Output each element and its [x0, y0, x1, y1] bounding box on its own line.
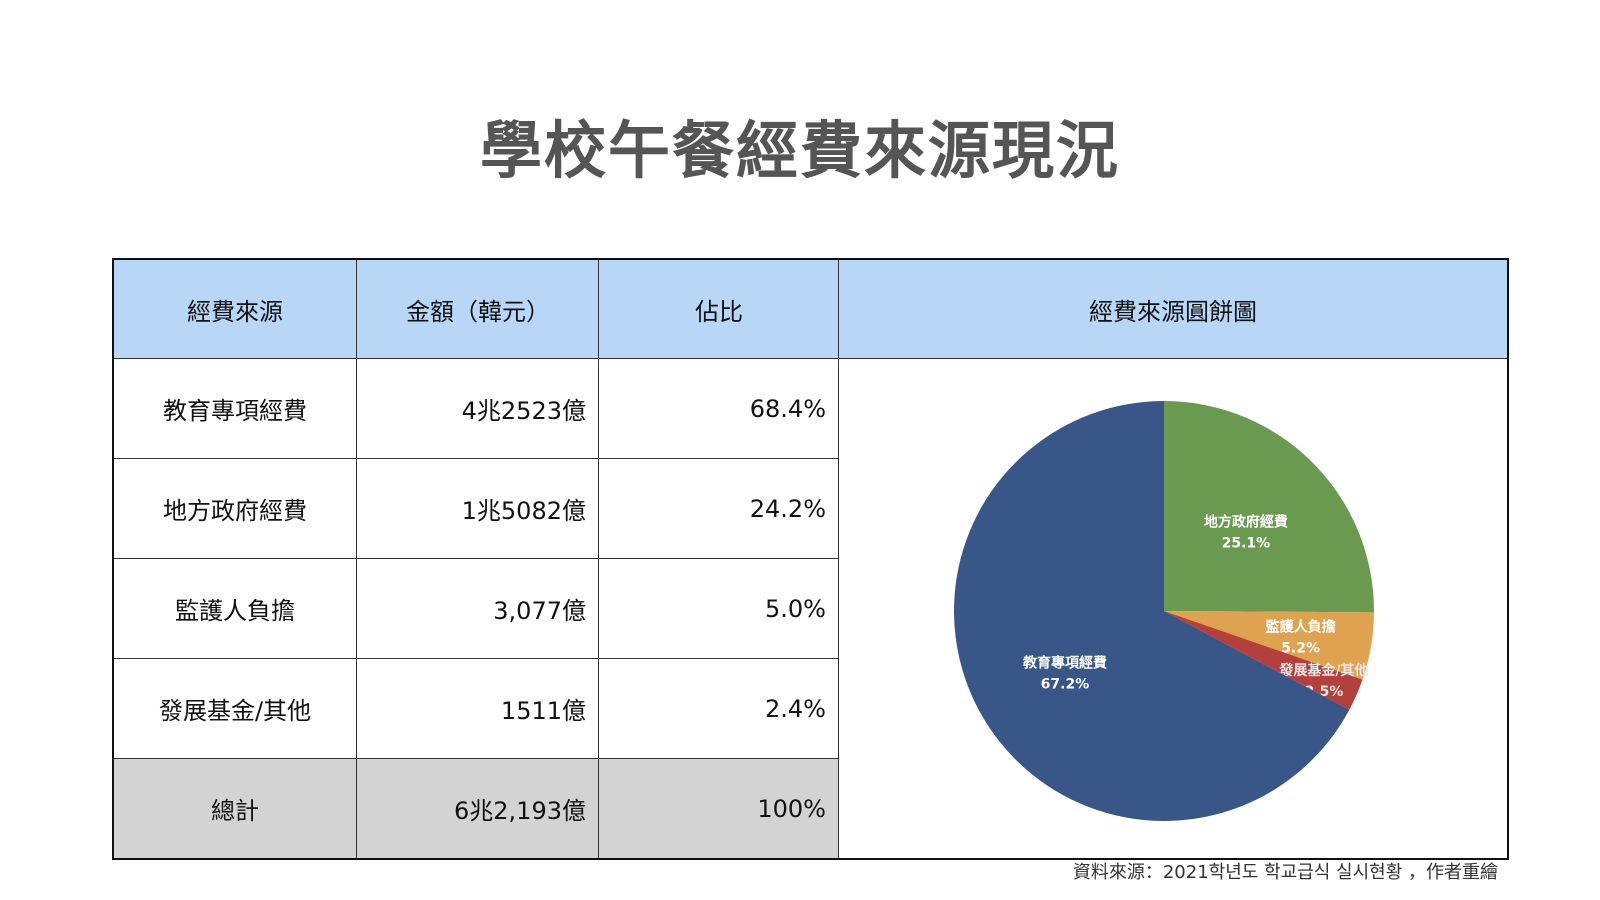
pie-slice: [1164, 610, 1363, 710]
funding-table: 經費來源 金額（韓元） 佔比 經費來源圓餅圖 教育專項經費 4兆2523億 68…: [112, 258, 1509, 860]
total-share: 100%: [598, 758, 839, 860]
header-chart: 經費來源圓餅圖: [838, 258, 1509, 359]
header-share: 佔比: [598, 258, 839, 359]
pie-slice-label: 地方政府經費: [1204, 513, 1288, 530]
row-source: 教育專項經費: [112, 358, 357, 459]
pie-slice: [954, 400, 1350, 821]
total-source: 總計: [112, 758, 357, 860]
source-note: 資料來源：2021학년도 학교급식 실시현황 ，作者重繪: [1072, 862, 1498, 883]
pie-slice: [1164, 400, 1374, 612]
table-row: 地方政府經費 1兆5082億 24.2%: [112, 458, 1508, 559]
pie-slice-value: 5.2%: [1281, 640, 1320, 656]
header-source: 經費來源: [112, 258, 357, 359]
row-source: 地方政府經費: [112, 458, 357, 559]
table-row: 監護人負擔 3,077億 5.0%: [112, 558, 1508, 659]
pie-chart-cell: 地方政府經費 25.1% 監護人負擔 5.2% 發展基金/其他 2.5% 教育專項經費 67.…: [838, 358, 1509, 860]
pie-chart: 地方政府經費25.1%監護人負擔5.2%發展基金/其他2.5%教育專項經費67.…: [954, 400, 1374, 821]
table-row: 發展基金/其他 1511億 2.4%: [112, 658, 1508, 759]
header-amount: 金額（韓元）: [356, 258, 599, 359]
total-row: 總計 6兆2,193億 100%: [112, 758, 1508, 860]
table-row: 教育專項經費 4兆2523億 68.4% 地方政府經費 25.1% 監護人負擔 5.2…: [112, 358, 1509, 860]
row-share: 5.0%: [598, 558, 839, 659]
pie-slice-label: 監護人負擔: [1266, 618, 1336, 635]
pie-slice-value: 67.2%: [1041, 676, 1090, 692]
row-share: 24.2%: [598, 458, 839, 559]
pie-slice: [1164, 610, 1374, 680]
row-amount: 4兆2523億: [356, 358, 599, 459]
pie-slice-label: 發展基金/其他: [1278, 662, 1368, 679]
table-header-row: 經費來源 金額（韓元） 佔比 經費來源圓餅圖: [112, 258, 1509, 359]
row-source: 監護人負擔: [112, 558, 357, 659]
total-amount: 6兆2,193億: [356, 758, 599, 860]
row-amount: 3,077億: [356, 558, 599, 659]
row-share: 68.4%: [598, 358, 839, 459]
row-amount: 1511億: [356, 658, 599, 759]
pie-slice-label: 教育專項經費: [1023, 654, 1107, 671]
row-source: 發展基金/其他: [112, 658, 357, 759]
pie-slice-value: 25.1%: [1222, 535, 1271, 551]
row-amount: 1兆5082億: [356, 458, 599, 559]
row-share: 2.4%: [598, 658, 839, 759]
page-title: 學校午餐經費來源現況: [479, 114, 1120, 187]
